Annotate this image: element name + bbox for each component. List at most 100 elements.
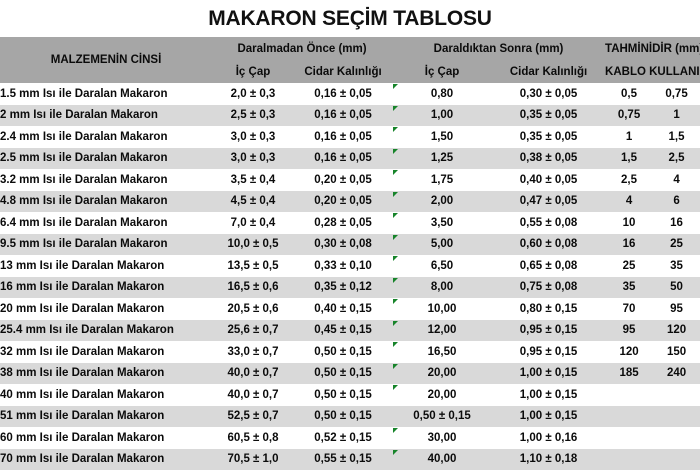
cell-error-marker-icon: [393, 149, 398, 154]
cell-after-wall-thickness-text: 0,80 ± 0,15: [520, 303, 577, 315]
cell-cable-usage-max: 240: [653, 363, 700, 385]
cell-before-inner-diameter-text: 3,0 ± 0,3: [231, 152, 276, 164]
cell-material-type: 2 mm Isı ile Daralan Makaron: [0, 105, 212, 127]
cell-after-inner-diameter: 16,50: [392, 341, 492, 363]
cell-cable-usage-min: 0,75: [605, 105, 653, 127]
cell-cable-usage-min: 4: [605, 191, 653, 213]
cell-error-marker-icon: [393, 364, 398, 369]
cell-before-inner-diameter: 3,0 ± 0,3: [212, 126, 294, 148]
cell-material-type-text: 16 mm Isı ile Daralan Makaron: [0, 281, 164, 293]
cell-after-wall-thickness: 0,95 ± 0,15: [492, 341, 605, 363]
cell-cable-usage-max-text: 6: [673, 195, 679, 207]
cell-after-wall-thickness: 1,10 ± 0,18: [492, 449, 605, 470]
cell-material-type-text: 1.5 mm Isı ile Daralan Makaron: [0, 88, 167, 100]
cell-material-type-text: 20 mm Isı ile Daralan Makaron: [0, 303, 164, 315]
cell-cable-usage-max-text: 35: [670, 260, 683, 272]
cell-material-type: 51 mm Isı ile Daralan Makaron: [0, 406, 212, 428]
cell-material-type: 16 mm Isı ile Daralan Makaron: [0, 277, 212, 299]
column-header-after-wall-thickness: Cidar Kalınlığı: [492, 60, 605, 83]
cell-after-inner-diameter-text: 0,50 ± 0,15: [413, 410, 470, 422]
cell-after-wall-thickness: 0,35 ± 0,05: [492, 126, 605, 148]
cell-cable-usage-max: 35: [653, 255, 700, 277]
cell-before-wall-thickness: 0,30 ± 0,08: [294, 234, 392, 256]
cell-before-wall-thickness: 0,16 ± 0,05: [294, 83, 392, 105]
cell-cable-usage-min-text: 0,75: [618, 109, 640, 121]
cell-after-inner-diameter: 20,00: [392, 363, 492, 385]
cell-before-inner-diameter-text: 7,0 ± 0,4: [231, 217, 276, 229]
cell-after-inner-diameter: 1,75: [392, 169, 492, 191]
cell-before-wall-thickness: 0,50 ± 0,15: [294, 363, 392, 385]
cell-error-marker-icon: [393, 127, 398, 132]
cell-cable-usage-max: 4: [653, 169, 700, 191]
cell-before-wall-thickness-text: 0,50 ± 0,15: [314, 346, 371, 358]
cell-before-inner-diameter-text: 3,0 ± 0,3: [231, 131, 276, 143]
cell-after-inner-diameter-text: 1,50: [431, 131, 453, 143]
cell-after-wall-thickness-text: 0,35 ± 0,05: [520, 131, 577, 143]
column-group-after-shrink: Daraldıktan Sonra (mm): [392, 37, 605, 60]
cell-before-inner-diameter: 3,0 ± 0,3: [212, 148, 294, 170]
cell-cable-usage-max: [653, 449, 700, 470]
cell-material-type-text: 32 mm Isı ile Daralan Makaron: [0, 346, 164, 358]
cell-after-wall-thickness-text: 0,38 ± 0,05: [520, 152, 577, 164]
cell-before-inner-diameter-text: 25,6 ± 0,7: [227, 324, 278, 336]
cell-cable-usage-min-text: 95: [623, 324, 636, 336]
cell-cable-usage-max: 6: [653, 191, 700, 213]
cell-before-inner-diameter: 4,5 ± 0,4: [212, 191, 294, 213]
cell-after-wall-thickness: 1,00 ± 0,16: [492, 427, 605, 449]
cell-material-type-text: 13 mm Isı ile Daralan Makaron: [0, 260, 164, 272]
cell-before-wall-thickness-text: 0,45 ± 0,15: [314, 324, 371, 336]
cell-material-type-text: 70 mm Isı ile Daralan Makaron: [0, 453, 164, 465]
cell-after-wall-thickness: 0,80 ± 0,15: [492, 298, 605, 320]
cell-after-inner-diameter-text: 1,00: [431, 109, 453, 121]
table-header: MALZEMENİN CİNSİ Daralmadan Önce (mm) Da…: [0, 37, 700, 83]
cell-before-inner-diameter-text: 52,5 ± 0,7: [227, 410, 278, 422]
cell-cable-usage-max-text: 95: [670, 303, 683, 315]
cell-before-inner-diameter-text: 60,5 ± 0,8: [227, 432, 278, 444]
cell-cable-usage-max: [653, 406, 700, 428]
cell-error-marker-icon: [393, 428, 398, 433]
column-header-after-inner-diameter: İç Çap: [392, 60, 492, 83]
cell-after-wall-thickness: 0,30 ± 0,05: [492, 83, 605, 105]
cell-before-inner-diameter-text: 33,0 ± 0,7: [227, 346, 278, 358]
cell-after-inner-diameter-text: 12,00: [428, 324, 457, 336]
cell-before-wall-thickness: 0,50 ± 0,15: [294, 384, 392, 406]
cell-after-wall-thickness: 0,60 ± 0,08: [492, 234, 605, 256]
cell-error-marker-icon: [393, 170, 398, 175]
column-header-before-wall-thickness: Cidar Kalınlığı: [294, 60, 392, 83]
cell-after-wall-thickness-text: 0,55 ± 0,08: [520, 217, 577, 229]
cell-cable-usage-max-text: 50: [670, 281, 683, 293]
cell-cable-usage-max: 95: [653, 298, 700, 320]
cell-material-type: 1.5 mm Isı ile Daralan Makaron: [0, 83, 212, 105]
cell-before-inner-diameter: 70,5 ± 1,0: [212, 449, 294, 470]
cell-material-type: 70 mm Isı ile Daralan Makaron: [0, 449, 212, 470]
cell-material-type: 25.4 mm Isı ile Daralan Makaron: [0, 320, 212, 342]
cell-cable-usage-min: 70: [605, 298, 653, 320]
cell-before-wall-thickness: 0,20 ± 0,05: [294, 191, 392, 213]
cell-material-type-text: 3.2 mm Isı ile Daralan Makaron: [0, 174, 167, 186]
cell-cable-usage-min: [605, 427, 653, 449]
cell-material-type: 32 mm Isı ile Daralan Makaron: [0, 341, 212, 363]
cell-after-inner-diameter-text: 30,00: [428, 432, 457, 444]
cell-after-wall-thickness: 1,00 ± 0,15: [492, 406, 605, 428]
cell-error-marker-icon: [393, 84, 398, 89]
cell-before-wall-thickness-text: 0,16 ± 0,05: [314, 131, 371, 143]
cell-before-inner-diameter: 25,6 ± 0,7: [212, 320, 294, 342]
cell-before-inner-diameter: 10,0 ± 0,5: [212, 234, 294, 256]
cell-before-wall-thickness-text: 0,50 ± 0,15: [314, 367, 371, 379]
cell-cable-usage-min-text: 0,5: [621, 88, 637, 100]
cell-after-inner-diameter: 2,00: [392, 191, 492, 213]
cell-after-wall-thickness-text: 0,35 ± 0,05: [520, 109, 577, 121]
cell-material-type-text: 38 mm Isı ile Daralan Makaron: [0, 367, 164, 379]
cell-before-wall-thickness-text: 0,55 ± 0,15: [314, 453, 371, 465]
cell-after-wall-thickness-text: 1,00 ± 0,15: [520, 367, 577, 379]
column-header-material: MALZEMENİN CİNSİ: [0, 37, 212, 83]
cell-before-wall-thickness: 0,52 ± 0,15: [294, 427, 392, 449]
cell-before-wall-thickness: 0,40 ± 0,15: [294, 298, 392, 320]
cell-error-marker-icon: [393, 256, 398, 261]
cell-after-inner-diameter-text: 1,75: [431, 174, 453, 186]
cell-cable-usage-min-text: 1: [626, 131, 632, 143]
cell-before-inner-diameter-text: 40,0 ± 0,7: [227, 389, 278, 401]
